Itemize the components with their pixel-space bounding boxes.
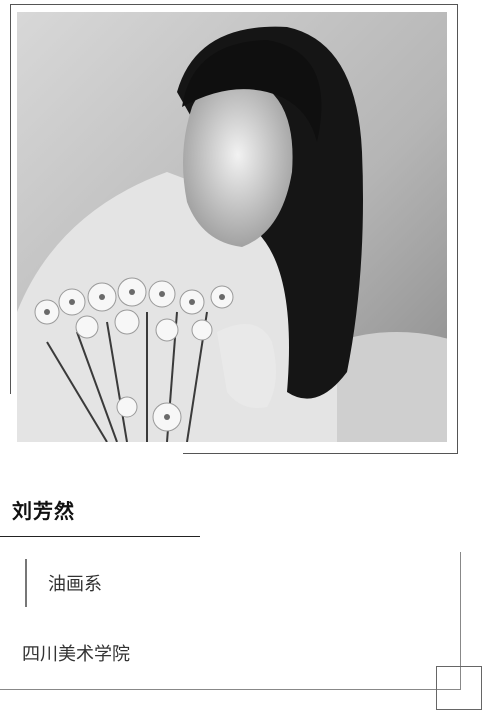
name-divider: [0, 536, 200, 537]
portrait-photo: [17, 12, 447, 442]
bottom-divider: [0, 689, 460, 690]
right-divider: [460, 552, 461, 690]
person-name: 刘芳然: [12, 499, 75, 523]
accent-bar: [25, 559, 27, 607]
photo-frame: [10, 4, 458, 454]
school-label: 四川美术学院: [22, 644, 130, 665]
department-label: 油画系: [48, 574, 102, 595]
photo-frame-left-line: [10, 4, 11, 394]
portrait-photo-image: [17, 12, 447, 442]
corner-square-decoration: [436, 666, 482, 710]
photo-frame-bottom-line: [183, 453, 458, 454]
